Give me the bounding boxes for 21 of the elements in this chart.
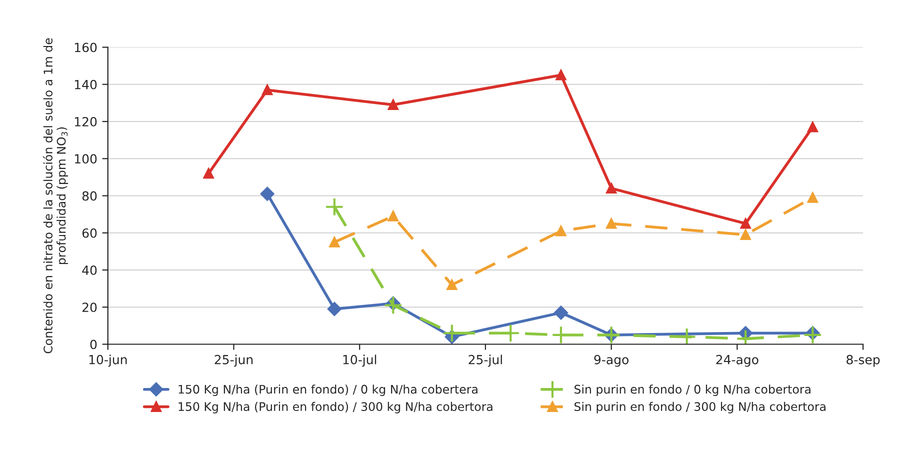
legend-label: Sin purin en fondo / 300 kg N/ha cobertora [574, 402, 826, 414]
y-tick-label: 160 [74, 42, 97, 52]
y-tick-label: 0 [90, 340, 97, 350]
y-tick-label: 100 [74, 154, 97, 164]
x-tick-label: 25-jun [214, 354, 253, 367]
x-tick-label: 24-ago [716, 354, 758, 367]
legend-label: Sin purin en fondo / 0 kg N/ha cobertora [574, 384, 810, 396]
y-tick-label: 60 [82, 228, 97, 238]
legend-label: 150 Kg N/ha (Purin en fondo) / 0 kg N/ha cobertera [178, 384, 478, 396]
x-tick-label: 25-jul [468, 354, 502, 367]
x-tick-label: 8-sep [846, 354, 880, 367]
x-tick-label: 10-jul [343, 354, 376, 367]
y-tick-label: 120 [74, 116, 97, 126]
y-tick-label: 140 [74, 80, 97, 90]
y-tick-label: 20 [82, 302, 97, 312]
legend-label: 150 Kg N/ha (Purin en fondo) / 300 kg N/ha cobertora [178, 402, 492, 414]
y-tick-label: 80 [82, 191, 97, 201]
x-tick-label: 10-jun [89, 354, 127, 367]
y-tick-label: 40 [82, 265, 97, 275]
x-tick-label: 9-ago [594, 354, 628, 367]
y-axis-title: Contenido en nitrato de la solución del suelo a 1m de profundidad (ppm NO$_{3}$) [42, 38, 68, 354]
